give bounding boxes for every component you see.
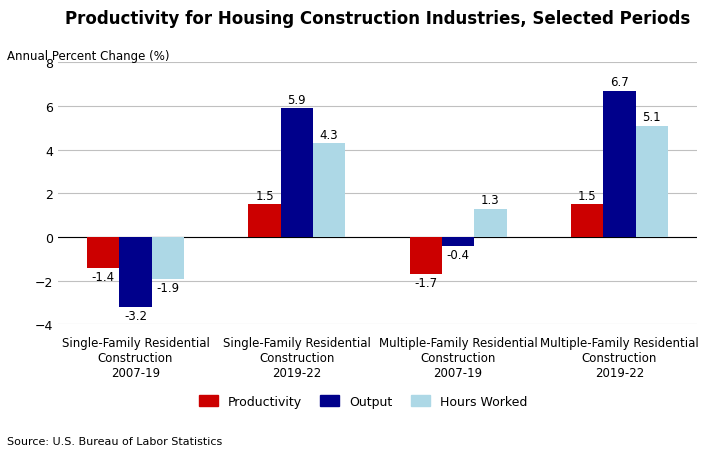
Bar (248, 205, 281, 238)
Text: 4.3: 4.3 (320, 129, 338, 142)
Bar (474, 209, 507, 238)
Text: 1.5: 1.5 (578, 190, 597, 202)
Bar (409, 238, 442, 275)
Bar (152, 238, 184, 279)
Text: 5.9: 5.9 (287, 94, 306, 107)
Bar (603, 92, 636, 238)
Text: -1.4: -1.4 (91, 270, 115, 283)
Bar (571, 205, 603, 238)
Text: -3.2: -3.2 (124, 309, 147, 322)
Legend: Productivity, Output, Hours Worked: Productivity, Output, Hours Worked (194, 390, 532, 413)
Title: Productivity for Housing Construction Industries, Selected Periods: Productivity for Housing Construction In… (65, 10, 690, 28)
Bar (636, 126, 668, 238)
Text: -0.4: -0.4 (446, 249, 470, 262)
Bar (281, 109, 313, 238)
Text: 6.7: 6.7 (610, 76, 629, 89)
Text: -1.9: -1.9 (156, 281, 179, 294)
Text: Source: U.S. Bureau of Labor Statistics: Source: U.S. Bureau of Labor Statistics (7, 437, 222, 446)
Text: Annual Percent Change (%): Annual Percent Change (%) (7, 50, 170, 63)
Bar (119, 238, 152, 307)
Text: 1.3: 1.3 (481, 194, 499, 207)
Text: 5.1: 5.1 (643, 111, 661, 124)
Bar (313, 144, 346, 238)
Text: -1.7: -1.7 (415, 277, 438, 290)
Bar (442, 238, 474, 246)
Text: 1.5: 1.5 (256, 190, 274, 202)
Bar (87, 238, 119, 268)
